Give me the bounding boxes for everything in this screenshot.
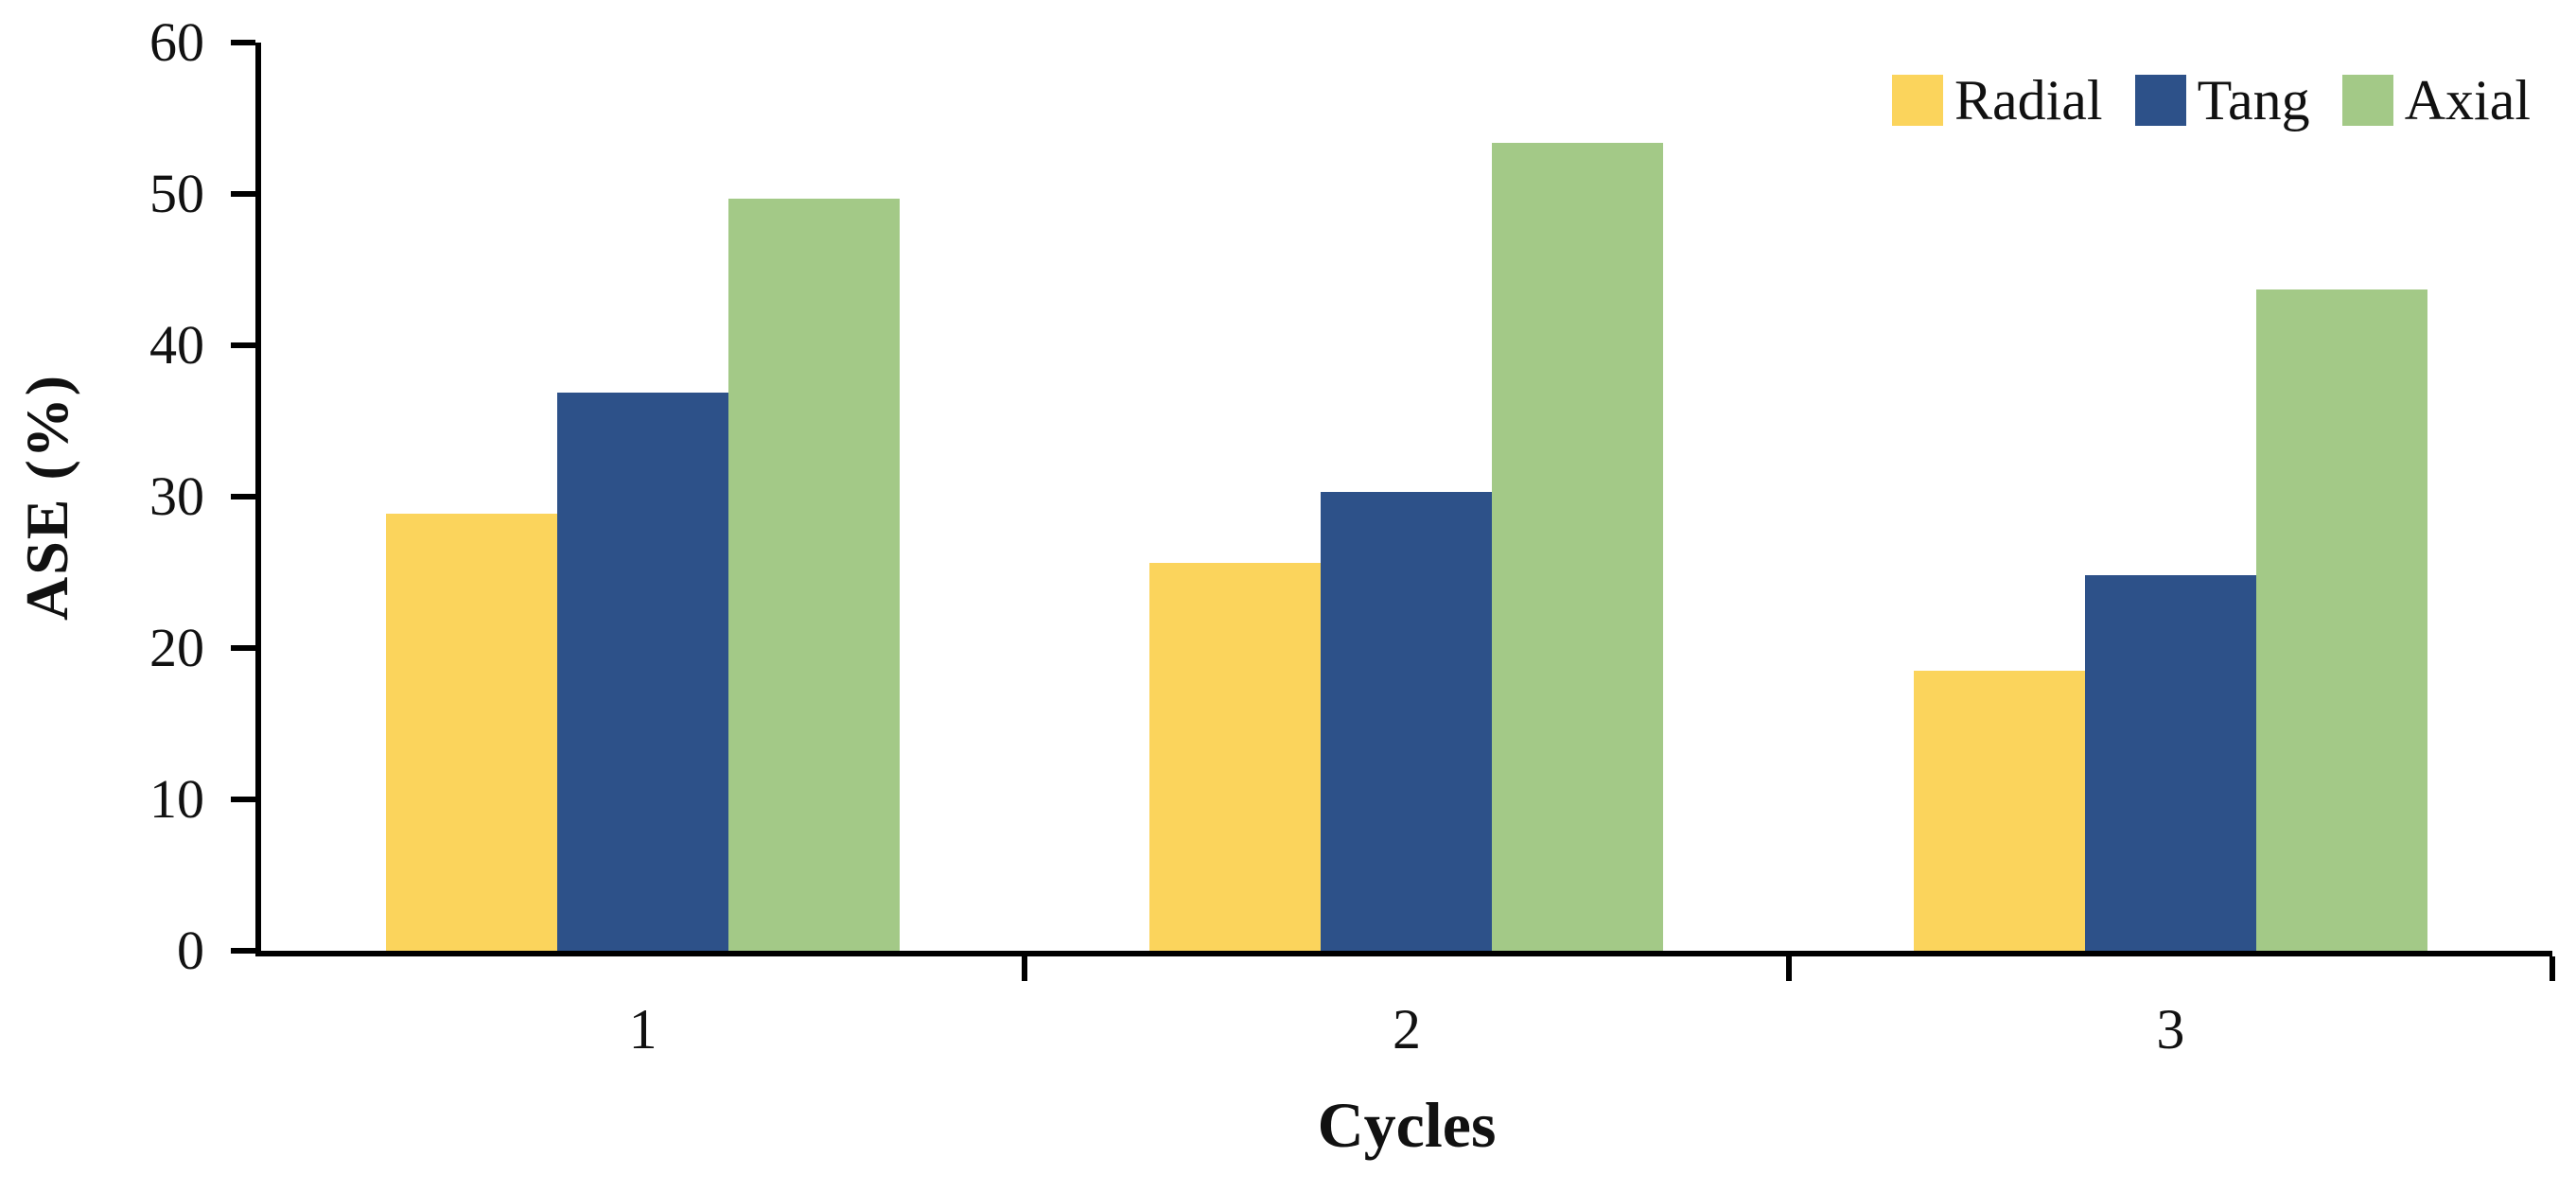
y-tick-label: 20 [149, 617, 204, 679]
bar-group-cycle-1 [261, 43, 1025, 951]
y-tick-mark [231, 342, 255, 349]
bar-radial-cycle-1 [386, 513, 558, 951]
y-tick-mark [231, 494, 255, 500]
x-tick-mark [2550, 956, 2555, 981]
legend-swatch-radial [1891, 75, 1943, 126]
y-tick-mark [231, 40, 255, 45]
y-axis: 0 10 20 30 40 50 60 [0, 15, 250, 978]
x-category-label-1: 1 [628, 997, 657, 1061]
x-category-label-3: 3 [2156, 997, 2185, 1061]
legend-label-radial: Radial [1954, 69, 2103, 131]
y-tick-label: 30 [149, 465, 204, 527]
legend-entry-axial: Axial [2341, 69, 2531, 131]
y-tick-label: 40 [149, 314, 204, 377]
bar-tang-cycle-2 [1321, 492, 1493, 951]
legend-entry-radial: Radial [1891, 69, 2103, 131]
plot-area [231, 40, 2555, 981]
y-tick-mark [231, 191, 255, 197]
bar-radial-cycle-3 [1913, 671, 2085, 951]
y-tick-mark [231, 797, 255, 803]
legend-label-tang: Tang [2197, 69, 2310, 131]
legend-swatch-tang [2134, 75, 2186, 126]
legend-swatch-axial [2341, 75, 2393, 126]
x-tick-mark [1022, 956, 1028, 981]
y-tick-mark [231, 645, 255, 652]
x-axis-category-labels: 1 2 3 [261, 991, 2552, 1067]
y-tick-label: 0 [177, 920, 204, 981]
legend-entry-tang: Tang [2134, 69, 2310, 131]
x-axis-title: Cycles [1317, 1089, 1497, 1161]
y-tick-mark [231, 948, 255, 954]
legend: Radial Tang Axial [1891, 69, 2531, 131]
bar-group-cycle-3 [1789, 43, 2552, 951]
bar-axial-cycle-1 [728, 198, 901, 951]
y-tick-label: 10 [149, 768, 204, 831]
bar-group-cycle-2 [1025, 43, 1788, 951]
x-tick-mark [1785, 956, 1792, 981]
bar-axial-cycle-2 [1492, 142, 1664, 951]
legend-label-axial: Axial [2404, 69, 2531, 131]
bar-radial-cycle-2 [1149, 563, 1322, 951]
bar-tang-cycle-3 [2084, 575, 2256, 951]
y-tick-label: 60 [149, 11, 204, 73]
x-category-label-2: 2 [1392, 997, 1421, 1061]
bar-tang-cycle-1 [557, 392, 729, 951]
y-tick-label: 50 [149, 163, 204, 224]
bar-axial-cycle-3 [2255, 289, 2427, 951]
